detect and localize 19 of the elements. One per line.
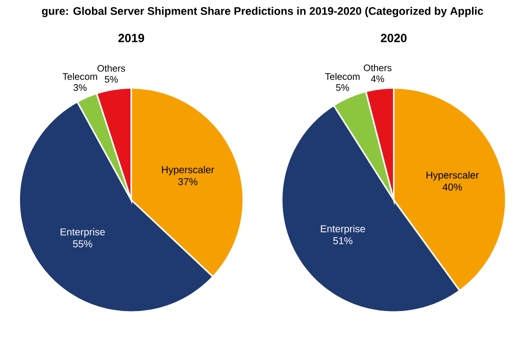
slice-label: Hyperscaler xyxy=(426,171,479,181)
data-label: 4% xyxy=(370,76,384,82)
data-label: 5% xyxy=(336,84,350,91)
data-label: 5% xyxy=(104,76,118,83)
slice-label: Enterprise xyxy=(320,224,366,234)
data-label: 55% xyxy=(73,240,92,248)
slice-label: Others xyxy=(98,64,126,72)
slice-label: Telecom xyxy=(62,72,98,80)
slice-label: Others xyxy=(364,64,392,72)
chart-subtitle: 2019 xyxy=(118,34,144,42)
data-label: 37% xyxy=(178,178,198,186)
chart-title: gure: Global Server Shipment Share Predictions in 2019-2020 (Categorized by Applic xyxy=(42,6,484,18)
slice-label: Telecom xyxy=(325,72,360,80)
slice-label: Hyperscaler xyxy=(162,166,214,176)
chart-title: 2020 xyxy=(380,34,407,42)
slice-label: Enterprise xyxy=(60,228,105,238)
data-label: 51% xyxy=(333,237,352,244)
data-label: 40% xyxy=(442,184,462,191)
data-label: 3% xyxy=(74,84,87,91)
